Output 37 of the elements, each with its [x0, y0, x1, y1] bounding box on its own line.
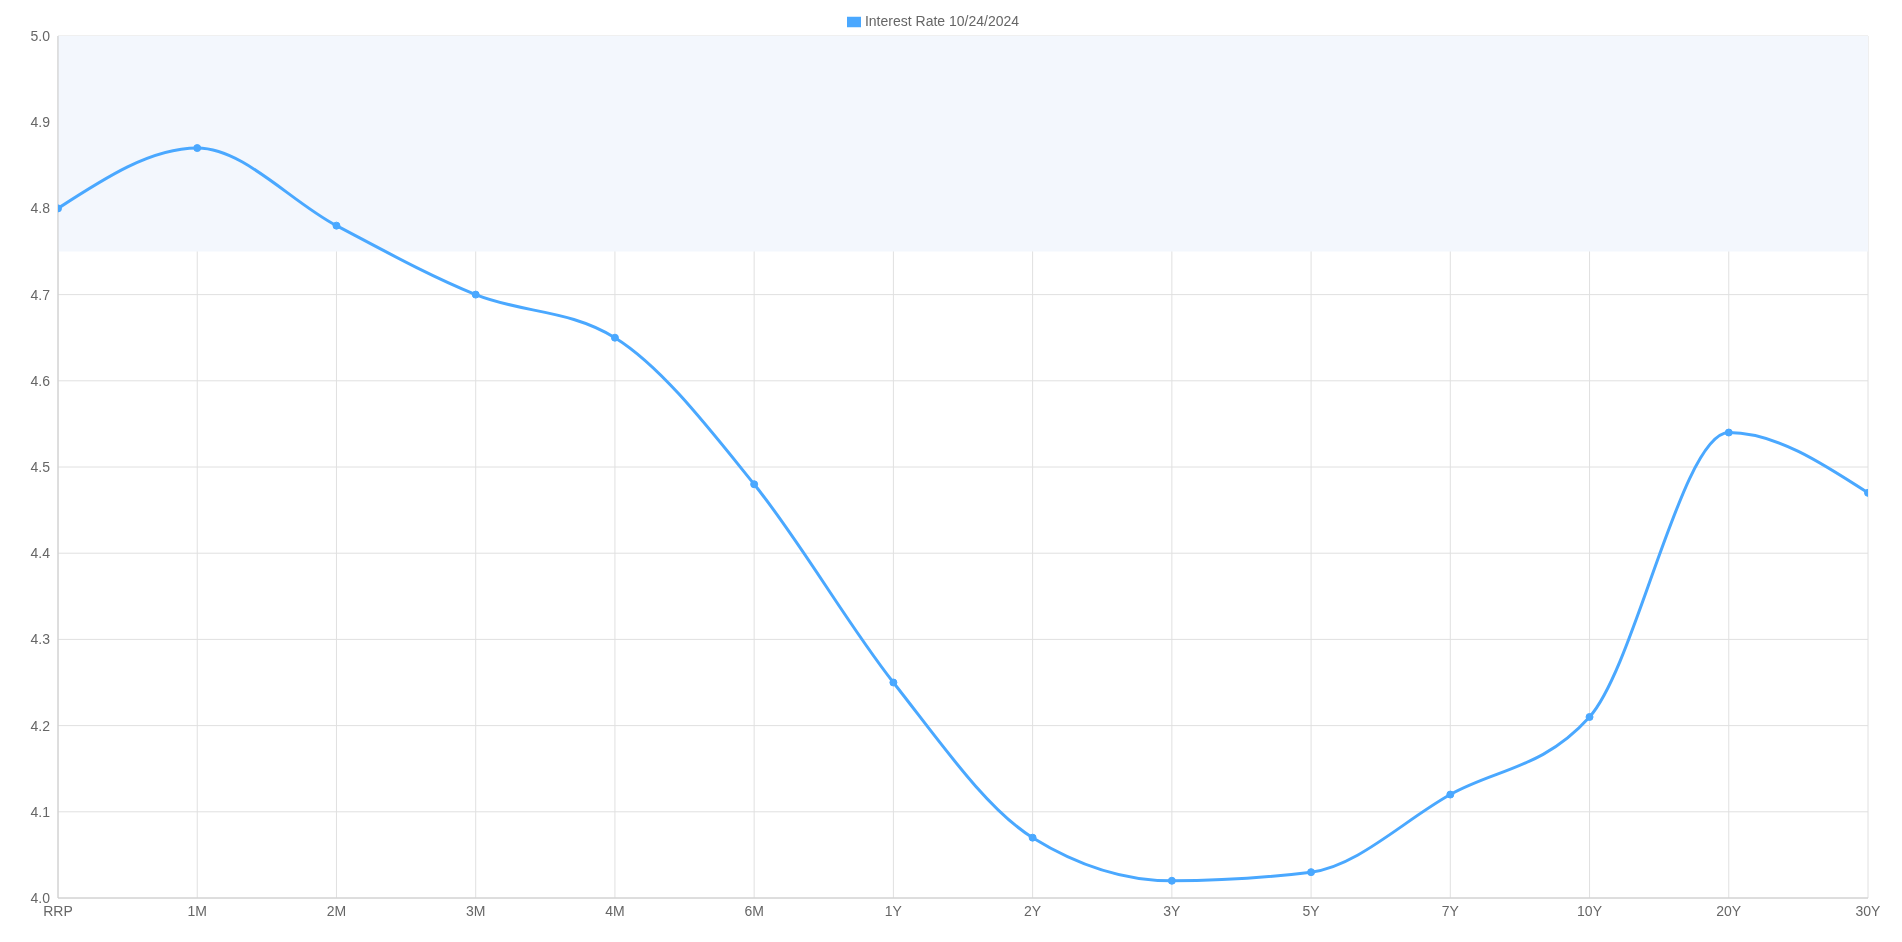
x-tick-label: 2Y — [1024, 902, 1042, 919]
y-tick-label: 4.3 — [30, 631, 51, 648]
x-tick-label: 6M — [744, 902, 764, 919]
point — [1585, 712, 1594, 721]
point — [1028, 833, 1037, 842]
point — [1307, 868, 1316, 877]
y-tick-label: 4.6 — [30, 372, 51, 389]
y-tick-label: 4.7 — [30, 286, 51, 303]
point — [750, 480, 759, 489]
x-tick-label: 1M — [187, 902, 207, 919]
y-tick-label: 4.9 — [30, 114, 51, 131]
y-tick-label: 4.4 — [30, 545, 51, 562]
x-tick-label: 30Y — [1855, 902, 1882, 919]
point — [332, 221, 341, 230]
y-tick-label: 4.1 — [30, 803, 51, 820]
x-tick-label: 3M — [465, 902, 486, 919]
x-tick-label: 10Y — [1577, 902, 1603, 919]
x-tick-label: 7Y — [1441, 902, 1460, 919]
point — [889, 678, 898, 687]
x-tick-label: 4M — [605, 902, 625, 919]
y-tick-label: 5.0 — [30, 27, 51, 44]
x-tick-label: 1Y — [884, 902, 903, 919]
x-tick-label: 3Y — [1163, 902, 1182, 919]
line-series — [58, 144, 1868, 885]
y-tick-label: 4.2 — [30, 717, 51, 734]
x-tick-label: 2M — [326, 902, 347, 919]
point — [610, 333, 619, 342]
x-tick-label: 5Y — [1302, 902, 1321, 919]
point — [1167, 876, 1176, 885]
point — [471, 290, 480, 299]
y-tick-label: 4.8 — [30, 200, 51, 217]
point — [1446, 790, 1455, 799]
legend-label: Interest Rate 10/24/2024 — [864, 13, 1020, 29]
point — [193, 144, 202, 153]
x-tick-label: 20Y — [1716, 902, 1742, 919]
y-tick-label: 4.5 — [30, 458, 51, 475]
point — [1724, 428, 1733, 437]
